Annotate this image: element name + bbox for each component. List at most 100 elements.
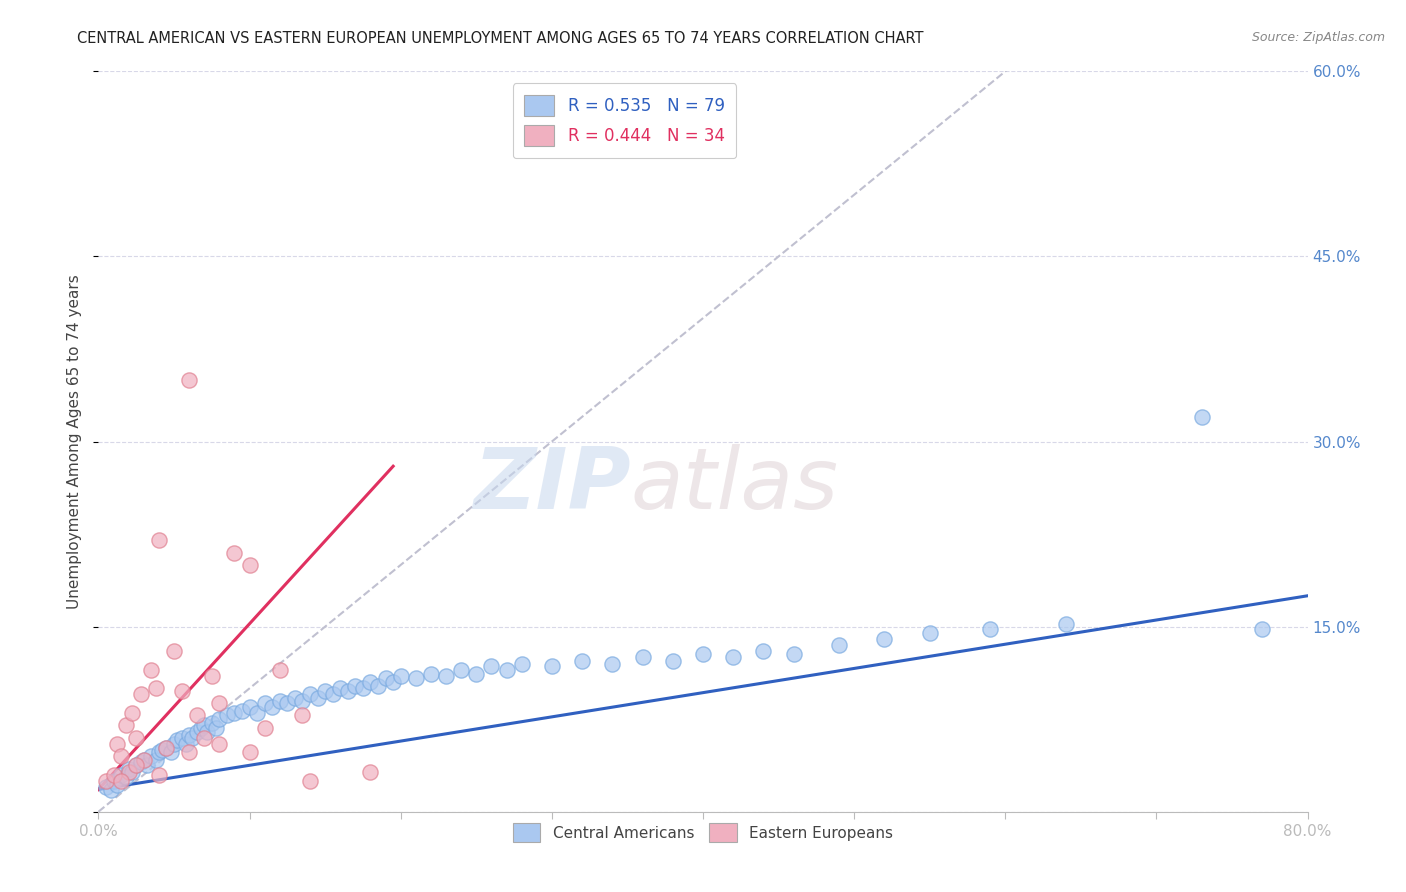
Point xyxy=(269,663,291,677)
Point xyxy=(314,683,336,698)
Point xyxy=(141,663,163,677)
Point xyxy=(382,675,405,690)
Point xyxy=(170,683,193,698)
Point xyxy=(215,708,238,723)
Point xyxy=(125,731,148,745)
Point xyxy=(360,675,382,690)
Point xyxy=(723,650,745,665)
Point xyxy=(160,746,183,760)
Point xyxy=(110,773,132,788)
Point xyxy=(828,638,851,652)
Point xyxy=(145,681,167,696)
Point xyxy=(276,696,298,710)
Point xyxy=(121,765,143,780)
Point xyxy=(105,737,128,751)
Point xyxy=(367,679,389,693)
Point xyxy=(322,688,344,702)
Point xyxy=(231,704,253,718)
Point xyxy=(465,666,488,681)
Point xyxy=(195,724,218,739)
Point xyxy=(129,688,152,702)
Point xyxy=(94,773,117,788)
Text: Source: ZipAtlas.com: Source: ZipAtlas.com xyxy=(1251,31,1385,45)
Point xyxy=(181,731,204,745)
Point xyxy=(434,669,457,683)
Point xyxy=(661,654,683,668)
Point xyxy=(360,765,382,780)
Point xyxy=(179,746,201,760)
Text: CENTRAL AMERICAN VS EASTERN EUROPEAN UNEMPLOYMENT AMONG AGES 65 TO 74 YEARS CORR: CENTRAL AMERICAN VS EASTERN EUROPEAN UNE… xyxy=(77,31,924,46)
Point xyxy=(166,733,188,747)
Point xyxy=(179,728,201,742)
Point xyxy=(783,647,806,661)
Point xyxy=(336,683,359,698)
Point xyxy=(105,778,128,792)
Text: ZIP: ZIP xyxy=(472,444,630,527)
Point xyxy=(253,696,276,710)
Point xyxy=(510,657,533,671)
Point xyxy=(114,718,136,732)
Y-axis label: Unemployment Among Ages 65 to 74 years: Unemployment Among Ages 65 to 74 years xyxy=(67,274,83,609)
Point xyxy=(389,669,412,683)
Point xyxy=(118,765,141,780)
Point xyxy=(253,721,276,735)
Point xyxy=(135,757,157,772)
Point xyxy=(873,632,896,646)
Point xyxy=(602,657,624,671)
Point xyxy=(190,721,212,735)
Point xyxy=(979,622,1001,636)
Point xyxy=(201,715,224,730)
Point xyxy=(631,650,654,665)
Point xyxy=(121,706,143,720)
Point xyxy=(163,737,186,751)
Point xyxy=(148,767,170,781)
Point xyxy=(405,672,427,686)
Point xyxy=(1251,622,1274,636)
Point xyxy=(450,663,472,677)
Point xyxy=(103,767,125,781)
Point xyxy=(224,546,246,560)
Point xyxy=(132,753,155,767)
Point xyxy=(246,706,269,720)
Point xyxy=(201,669,224,683)
Point xyxy=(114,770,136,784)
Point xyxy=(540,659,562,673)
Point xyxy=(179,373,201,387)
Point xyxy=(100,782,122,797)
Point xyxy=(193,731,215,745)
Point xyxy=(481,659,503,673)
Point xyxy=(752,644,775,658)
Point xyxy=(129,756,152,770)
Point xyxy=(110,749,132,764)
Point xyxy=(208,737,231,751)
Point xyxy=(193,718,215,732)
Point xyxy=(1054,617,1077,632)
Point xyxy=(918,625,941,640)
Point xyxy=(299,773,322,788)
Point xyxy=(284,691,307,706)
Point xyxy=(291,694,314,708)
Point xyxy=(155,740,177,755)
Point xyxy=(186,724,208,739)
Point xyxy=(291,708,314,723)
Point xyxy=(141,749,163,764)
Point xyxy=(118,762,141,776)
Point xyxy=(1191,409,1213,424)
Point xyxy=(125,757,148,772)
Point xyxy=(163,644,186,658)
Point xyxy=(329,681,352,696)
Point xyxy=(352,681,374,696)
Point xyxy=(170,731,193,745)
Point xyxy=(205,721,228,735)
Point xyxy=(103,773,125,788)
Point xyxy=(269,694,291,708)
Point xyxy=(374,672,396,686)
Point xyxy=(148,746,170,760)
Point xyxy=(208,712,231,726)
Point xyxy=(692,647,714,661)
Point xyxy=(299,688,322,702)
Point xyxy=(145,753,167,767)
Point xyxy=(125,757,148,772)
Point xyxy=(571,654,593,668)
Point xyxy=(148,533,170,548)
